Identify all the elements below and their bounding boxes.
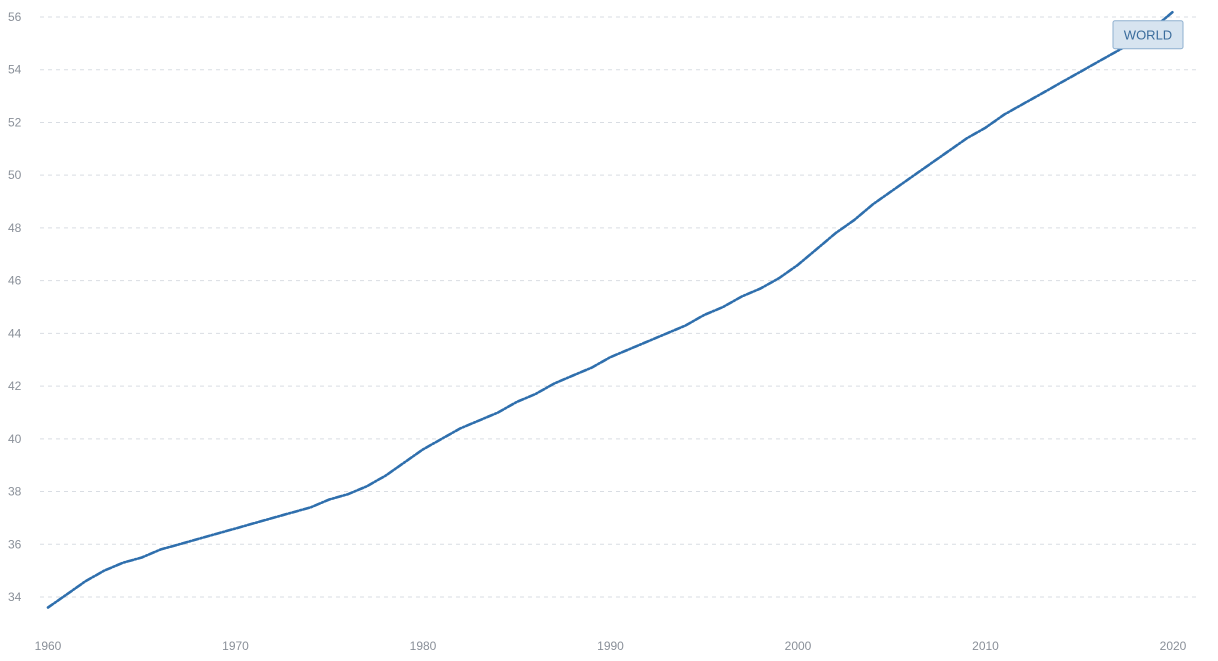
x-tick-label: 1960	[35, 639, 62, 653]
y-tick-label: 54	[8, 63, 22, 77]
y-tick-label: 36	[8, 537, 22, 551]
x-tick-label: 1970	[222, 639, 249, 653]
y-tick-label: 34	[8, 590, 22, 604]
y-tick-label: 44	[8, 326, 22, 340]
y-tick-label: 48	[8, 221, 22, 235]
y-tick-label: 52	[8, 115, 22, 129]
y-tick-label: 46	[8, 274, 22, 288]
y-tick-label: 42	[8, 379, 22, 393]
y-tick-label: 38	[8, 485, 22, 499]
series-label: WORLD	[1112, 20, 1184, 50]
y-tick-label: 50	[8, 168, 22, 182]
x-tick-label: 2010	[972, 639, 999, 653]
x-tick-label: 1990	[597, 639, 624, 653]
x-axis-labels: 1960 1970 1980 1990 2000 2010 2020	[35, 639, 1187, 653]
series-label-text: WORLD	[1124, 28, 1172, 43]
y-axis-labels: 34 36 38 40 42 44 46 48 50 52 54 56	[8, 10, 22, 604]
series-line-world	[46, 10, 1175, 609]
x-tick-label: 1980	[410, 639, 437, 653]
series-label-box	[1112, 20, 1184, 50]
x-tick-label: 2000	[785, 639, 812, 653]
y-tick-label: 56	[8, 10, 22, 24]
x-tick-label: 2020	[1160, 639, 1187, 653]
y-grid	[40, 16, 1200, 598]
y-tick-label: 40	[8, 432, 22, 446]
